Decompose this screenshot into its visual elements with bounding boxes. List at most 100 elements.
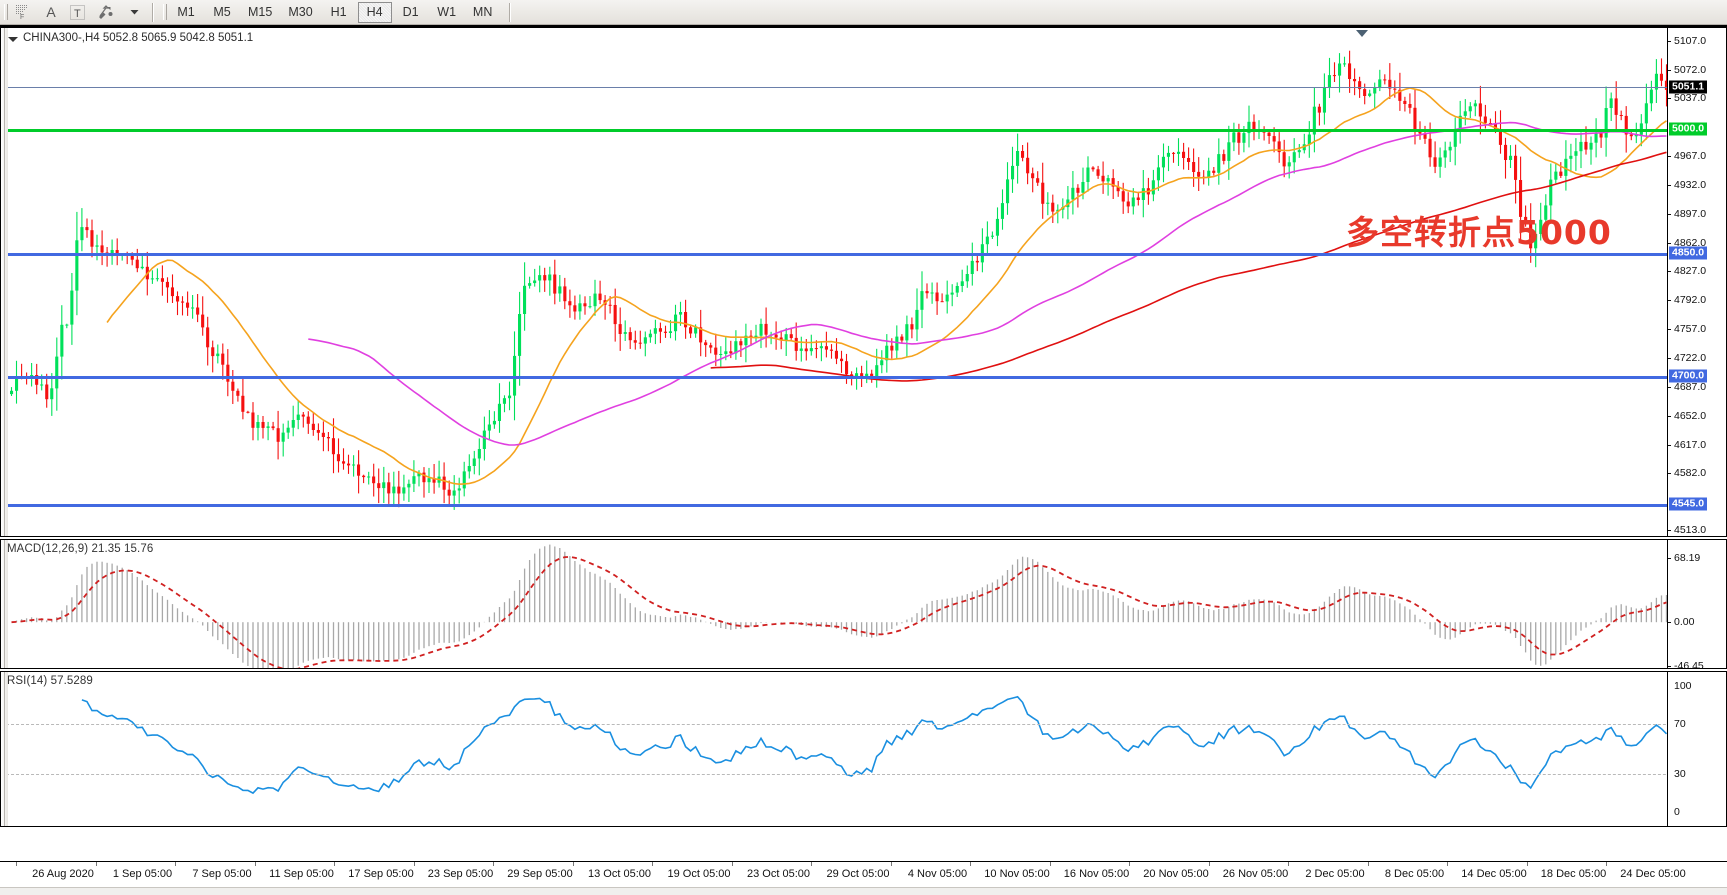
price-plot-area[interactable] bbox=[1, 28, 1726, 536]
time-axis-separator bbox=[413, 862, 415, 866]
price-tick: 4967.0 bbox=[1668, 150, 1706, 162]
rsi-series bbox=[81, 695, 1668, 795]
time-axis-separator bbox=[16, 862, 17, 866]
time-axis-label: 8 Dec 05:00 bbox=[1384, 868, 1445, 880]
main-toolbar: F A T M1 M5 M15 M30 H1 bbox=[0, 0, 1727, 25]
support-line-4850[interactable] bbox=[1, 252, 1669, 256]
macd-pane[interactable]: MACD(12,26,9) 21.35 15.76 68.19 0.00 -46.4… bbox=[0, 539, 1727, 669]
price-tick: 4757.0 bbox=[1668, 323, 1706, 335]
macd-tick: -46.45 bbox=[1668, 660, 1704, 668]
time-axis-label: 19 Oct 05:00 bbox=[667, 868, 731, 880]
time-axis-separator bbox=[95, 862, 97, 866]
rsi-tick: 30 bbox=[1674, 768, 1686, 781]
time-axis-separator bbox=[731, 862, 733, 866]
time-axis-separator bbox=[572, 862, 574, 866]
rsi-tick: 70 bbox=[1674, 717, 1686, 730]
time-axis-label: 11 Sep 05:00 bbox=[269, 868, 334, 880]
timeframe-bar: M1 M5 M15 M30 H1 H4 D1 W1 MN bbox=[168, 1, 501, 23]
timeframe-drag-grip[interactable] bbox=[161, 2, 167, 22]
current-price-line[interactable] bbox=[1, 86, 1669, 88]
macd-plot-area[interactable] bbox=[1, 540, 1726, 668]
timeframe-h4[interactable]: H4 bbox=[357, 1, 392, 23]
letter-a-icon: A bbox=[46, 4, 56, 20]
timeframe-m5[interactable]: M5 bbox=[213, 5, 231, 19]
toolbar-separator-2 bbox=[508, 2, 511, 22]
level-tag-4850[interactable]: 4850.0 bbox=[1669, 246, 1708, 259]
timeframe-d1[interactable]: D1 bbox=[402, 5, 419, 19]
rsi-pane[interactable]: RSI(14) 57.5289 100 70 30 0 bbox=[0, 671, 1727, 827]
chart-annotation: 多空转折点5000 bbox=[1346, 213, 1612, 252]
support-line-4700[interactable] bbox=[1, 376, 1669, 380]
time-axis-label: 24 Dec 05:00 bbox=[1620, 868, 1686, 880]
timeframe-m1[interactable]: M1 bbox=[177, 5, 195, 19]
rsi-tick: 100 bbox=[1674, 680, 1692, 692]
time-axis-separator bbox=[254, 862, 256, 866]
time-axis-separator bbox=[1526, 862, 1528, 866]
macd-pane-left-grip[interactable] bbox=[1, 540, 8, 668]
time-axis-label: 26 Nov 05:00 bbox=[1222, 868, 1289, 880]
price-scale[interactable]: 5107.0 5072.0 5037.0 4967.0 4932.0 4897.0 4862… bbox=[1667, 28, 1726, 536]
level-tag-4700[interactable]: 4700.0 bbox=[1669, 369, 1708, 383]
macd-tick: 0.00 bbox=[1668, 616, 1694, 628]
price-pane[interactable]: CHINA300-,H4 5052.8 5065.9 5042.8 5051.1… bbox=[0, 27, 1727, 537]
letter-t-boxed-icon: T bbox=[70, 4, 85, 20]
time-axis-label: 10 Nov 05:00 bbox=[984, 868, 1050, 880]
text-box-t-button[interactable]: T bbox=[65, 1, 90, 23]
level-tag-4545[interactable]: 4545.0 bbox=[1669, 497, 1708, 511]
timeframe-h1[interactable]: H1 bbox=[330, 5, 347, 19]
price-tick: 5107.0 bbox=[1668, 35, 1706, 47]
price-tick: 5037.0 bbox=[1668, 92, 1706, 104]
support-line-5000[interactable] bbox=[1, 128, 1669, 132]
price-tick: 4513.0 bbox=[1668, 524, 1706, 536]
timeframe-mn[interactable]: MN bbox=[472, 5, 493, 19]
price-tick: 4687.0 bbox=[1668, 381, 1706, 393]
toolbar-drag-grip[interactable] bbox=[2, 2, 8, 22]
symbol-ohlc-label: CHINA300-,H4 5052.8 5065.9 5042.8 5051.1 bbox=[23, 32, 254, 44]
objects-arrows-button[interactable] bbox=[92, 1, 120, 23]
time-axis-label: 20 Nov 05:00 bbox=[1143, 868, 1209, 880]
timeframe-m15[interactable]: M15 bbox=[248, 5, 273, 19]
dotted-f-icon: F bbox=[16, 5, 27, 20]
rsi-pane-left-grip[interactable] bbox=[1, 672, 8, 826]
timeframe-m30[interactable]: M30 bbox=[288, 5, 313, 19]
price-tick: 4862.0 bbox=[1668, 237, 1706, 249]
time-axis-separator bbox=[1288, 862, 1289, 866]
level-tag-5000[interactable]: 5000.0 bbox=[1669, 122, 1708, 136]
time-axis-label: 17 Sep 05:00 bbox=[348, 868, 414, 880]
price-tick: 5072.0 bbox=[1668, 64, 1706, 76]
time-axis-label: 4 Nov 05:00 bbox=[907, 868, 968, 880]
time-axis-separator bbox=[811, 862, 812, 866]
time-axis-separator bbox=[1367, 862, 1369, 866]
crosshair-f-icon[interactable]: F bbox=[10, 1, 37, 23]
rsi-scale: 100 70 30 0 bbox=[1667, 672, 1726, 826]
time-axis-label: 7 Sep 05:00 bbox=[192, 868, 252, 880]
svg-text:F: F bbox=[20, 14, 24, 20]
timeframe-w1[interactable]: W1 bbox=[437, 5, 457, 19]
time-axis-label: 18 Dec 05:00 bbox=[1540, 868, 1607, 880]
time-axis-separator bbox=[970, 862, 971, 866]
symbol-dropdown-arrow-icon[interactable] bbox=[8, 37, 18, 42]
time-axis-label: 13 Oct 05:00 bbox=[588, 868, 651, 880]
rsi-plot-area[interactable] bbox=[1, 672, 1726, 826]
macd-label: MACD(12,26,9) 21.35 15.76 bbox=[7, 543, 154, 555]
time-axis[interactable]: 26 Aug 2020 1 Sep 05:00 7 Sep 05:00 11 Sep … bbox=[0, 861, 1727, 887]
time-axis-label: 23 Oct 05:00 bbox=[747, 868, 810, 880]
time-axis-separator bbox=[1447, 862, 1448, 866]
time-axis-label: 1 Sep 05:00 bbox=[112, 868, 173, 880]
text-label-a-button[interactable]: A bbox=[39, 1, 63, 23]
objects-dropdown-arrow[interactable] bbox=[122, 1, 146, 23]
horizontal-scrollbar[interactable] bbox=[0, 887, 1727, 895]
price-pane-left-grip[interactable] bbox=[1, 28, 8, 536]
price-tick: 4652.0 bbox=[1668, 410, 1706, 422]
toolbar-separator-1 bbox=[152, 2, 154, 22]
time-axis-separator bbox=[1606, 862, 1607, 866]
price-tick: 4582.0 bbox=[1668, 467, 1706, 479]
time-axis-separator bbox=[1049, 862, 1051, 866]
time-axis-label: 29 Oct 05:00 bbox=[826, 868, 890, 880]
chart-marker-triangle-icon[interactable] bbox=[1356, 30, 1368, 37]
ma-slow bbox=[710, 151, 1667, 382]
current-price-tag[interactable]: 5051.1 bbox=[1669, 80, 1708, 94]
time-axis-separator bbox=[334, 862, 335, 866]
support-line-4545[interactable] bbox=[1, 503, 1669, 507]
